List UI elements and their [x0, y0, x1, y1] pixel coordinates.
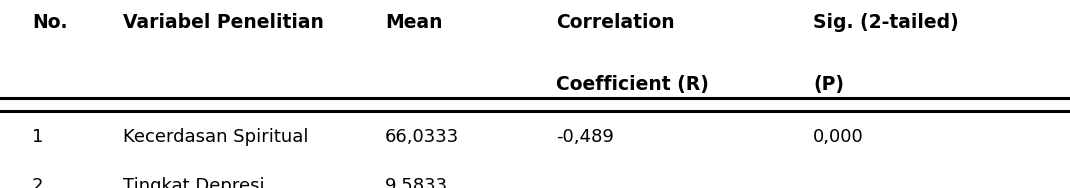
- Text: (P): (P): [813, 75, 844, 94]
- Text: 2: 2: [32, 177, 44, 188]
- Text: Kecerdasan Spiritual: Kecerdasan Spiritual: [123, 128, 308, 146]
- Text: Variabel Penelitian: Variabel Penelitian: [123, 13, 324, 32]
- Text: Correlation: Correlation: [556, 13, 675, 32]
- Text: Mean: Mean: [385, 13, 443, 32]
- Text: -0,489: -0,489: [556, 128, 614, 146]
- Text: 1: 1: [32, 128, 44, 146]
- Text: Sig. (2-tailed): Sig. (2-tailed): [813, 13, 959, 32]
- Text: Coefficient (R): Coefficient (R): [556, 75, 709, 94]
- Text: Tingkat Depresi: Tingkat Depresi: [123, 177, 264, 188]
- Text: 9,5833: 9,5833: [385, 177, 448, 188]
- Text: 0,000: 0,000: [813, 128, 863, 146]
- Text: 66,0333: 66,0333: [385, 128, 459, 146]
- Text: No.: No.: [32, 13, 67, 32]
